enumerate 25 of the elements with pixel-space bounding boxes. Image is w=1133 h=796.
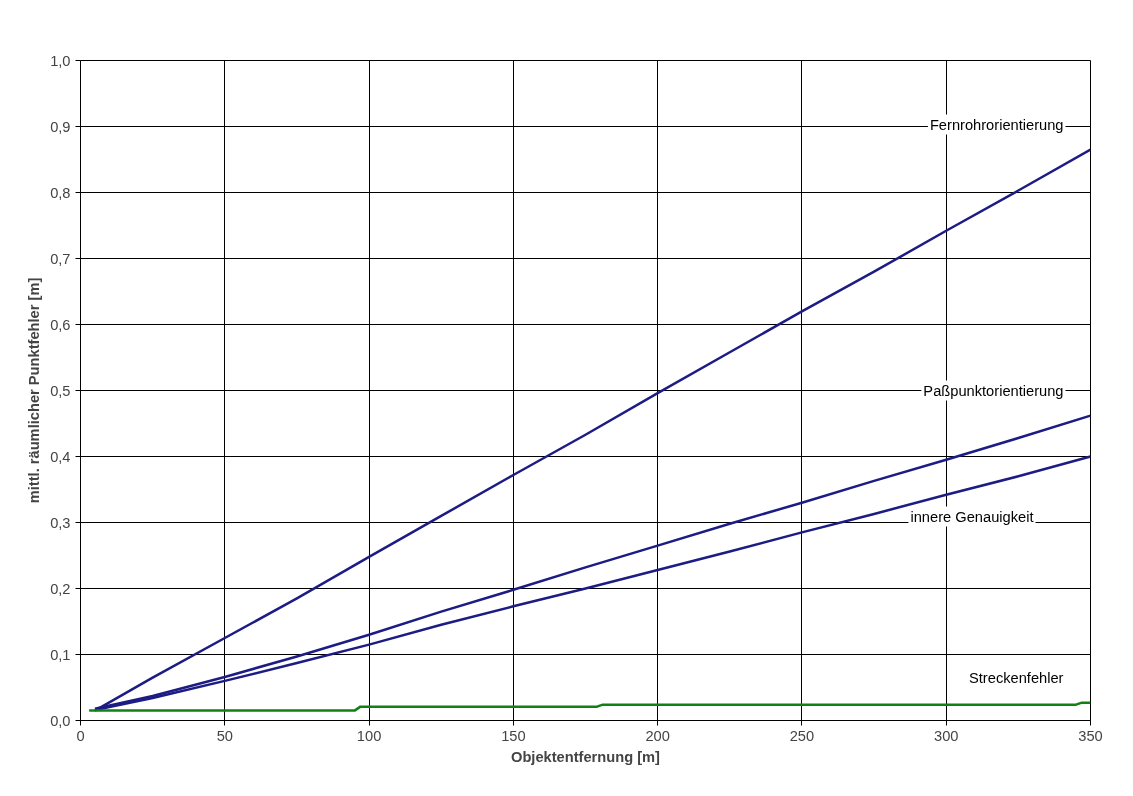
y-tick-label: 0,5 — [50, 382, 71, 399]
x-tick-label: 250 — [789, 727, 815, 744]
y-tick-label: 0,2 — [50, 580, 71, 597]
y-tick-label: 0,4 — [50, 448, 71, 465]
x-tick-label: 150 — [501, 727, 526, 744]
x-tick-label: 50 — [216, 727, 233, 744]
series-label: Fernrohrorientierung — [929, 116, 1064, 133]
x-tick-label: 0 — [76, 727, 85, 744]
y-axis-title: mittl. räumlicher Punktfehler [m] — [26, 277, 43, 504]
x-axis-title: Objektentfernung [m] — [511, 748, 661, 765]
x-tick-label: 200 — [645, 727, 670, 744]
y-tick-label: 1,0 — [50, 52, 71, 69]
y-tick-label: 0,0 — [50, 712, 71, 729]
x-tick-label: 350 — [1078, 727, 1103, 744]
y-tick-label: 0,1 — [50, 646, 71, 663]
y-tick-label: 0,9 — [50, 118, 71, 135]
series-label: Paßpunktorientierung — [923, 382, 1064, 399]
x-tick-label: 300 — [933, 727, 959, 744]
series-label: innere Genauigkeit — [910, 508, 1034, 525]
y-tick-label: 0,8 — [50, 184, 71, 201]
y-tick-label: 0,6 — [50, 316, 71, 333]
series-label: Streckenfehler — [969, 669, 1064, 686]
x-tick-label: 100 — [356, 727, 382, 744]
y-tick-label: 0,3 — [50, 514, 71, 531]
y-tick-label: 0,7 — [50, 250, 71, 267]
